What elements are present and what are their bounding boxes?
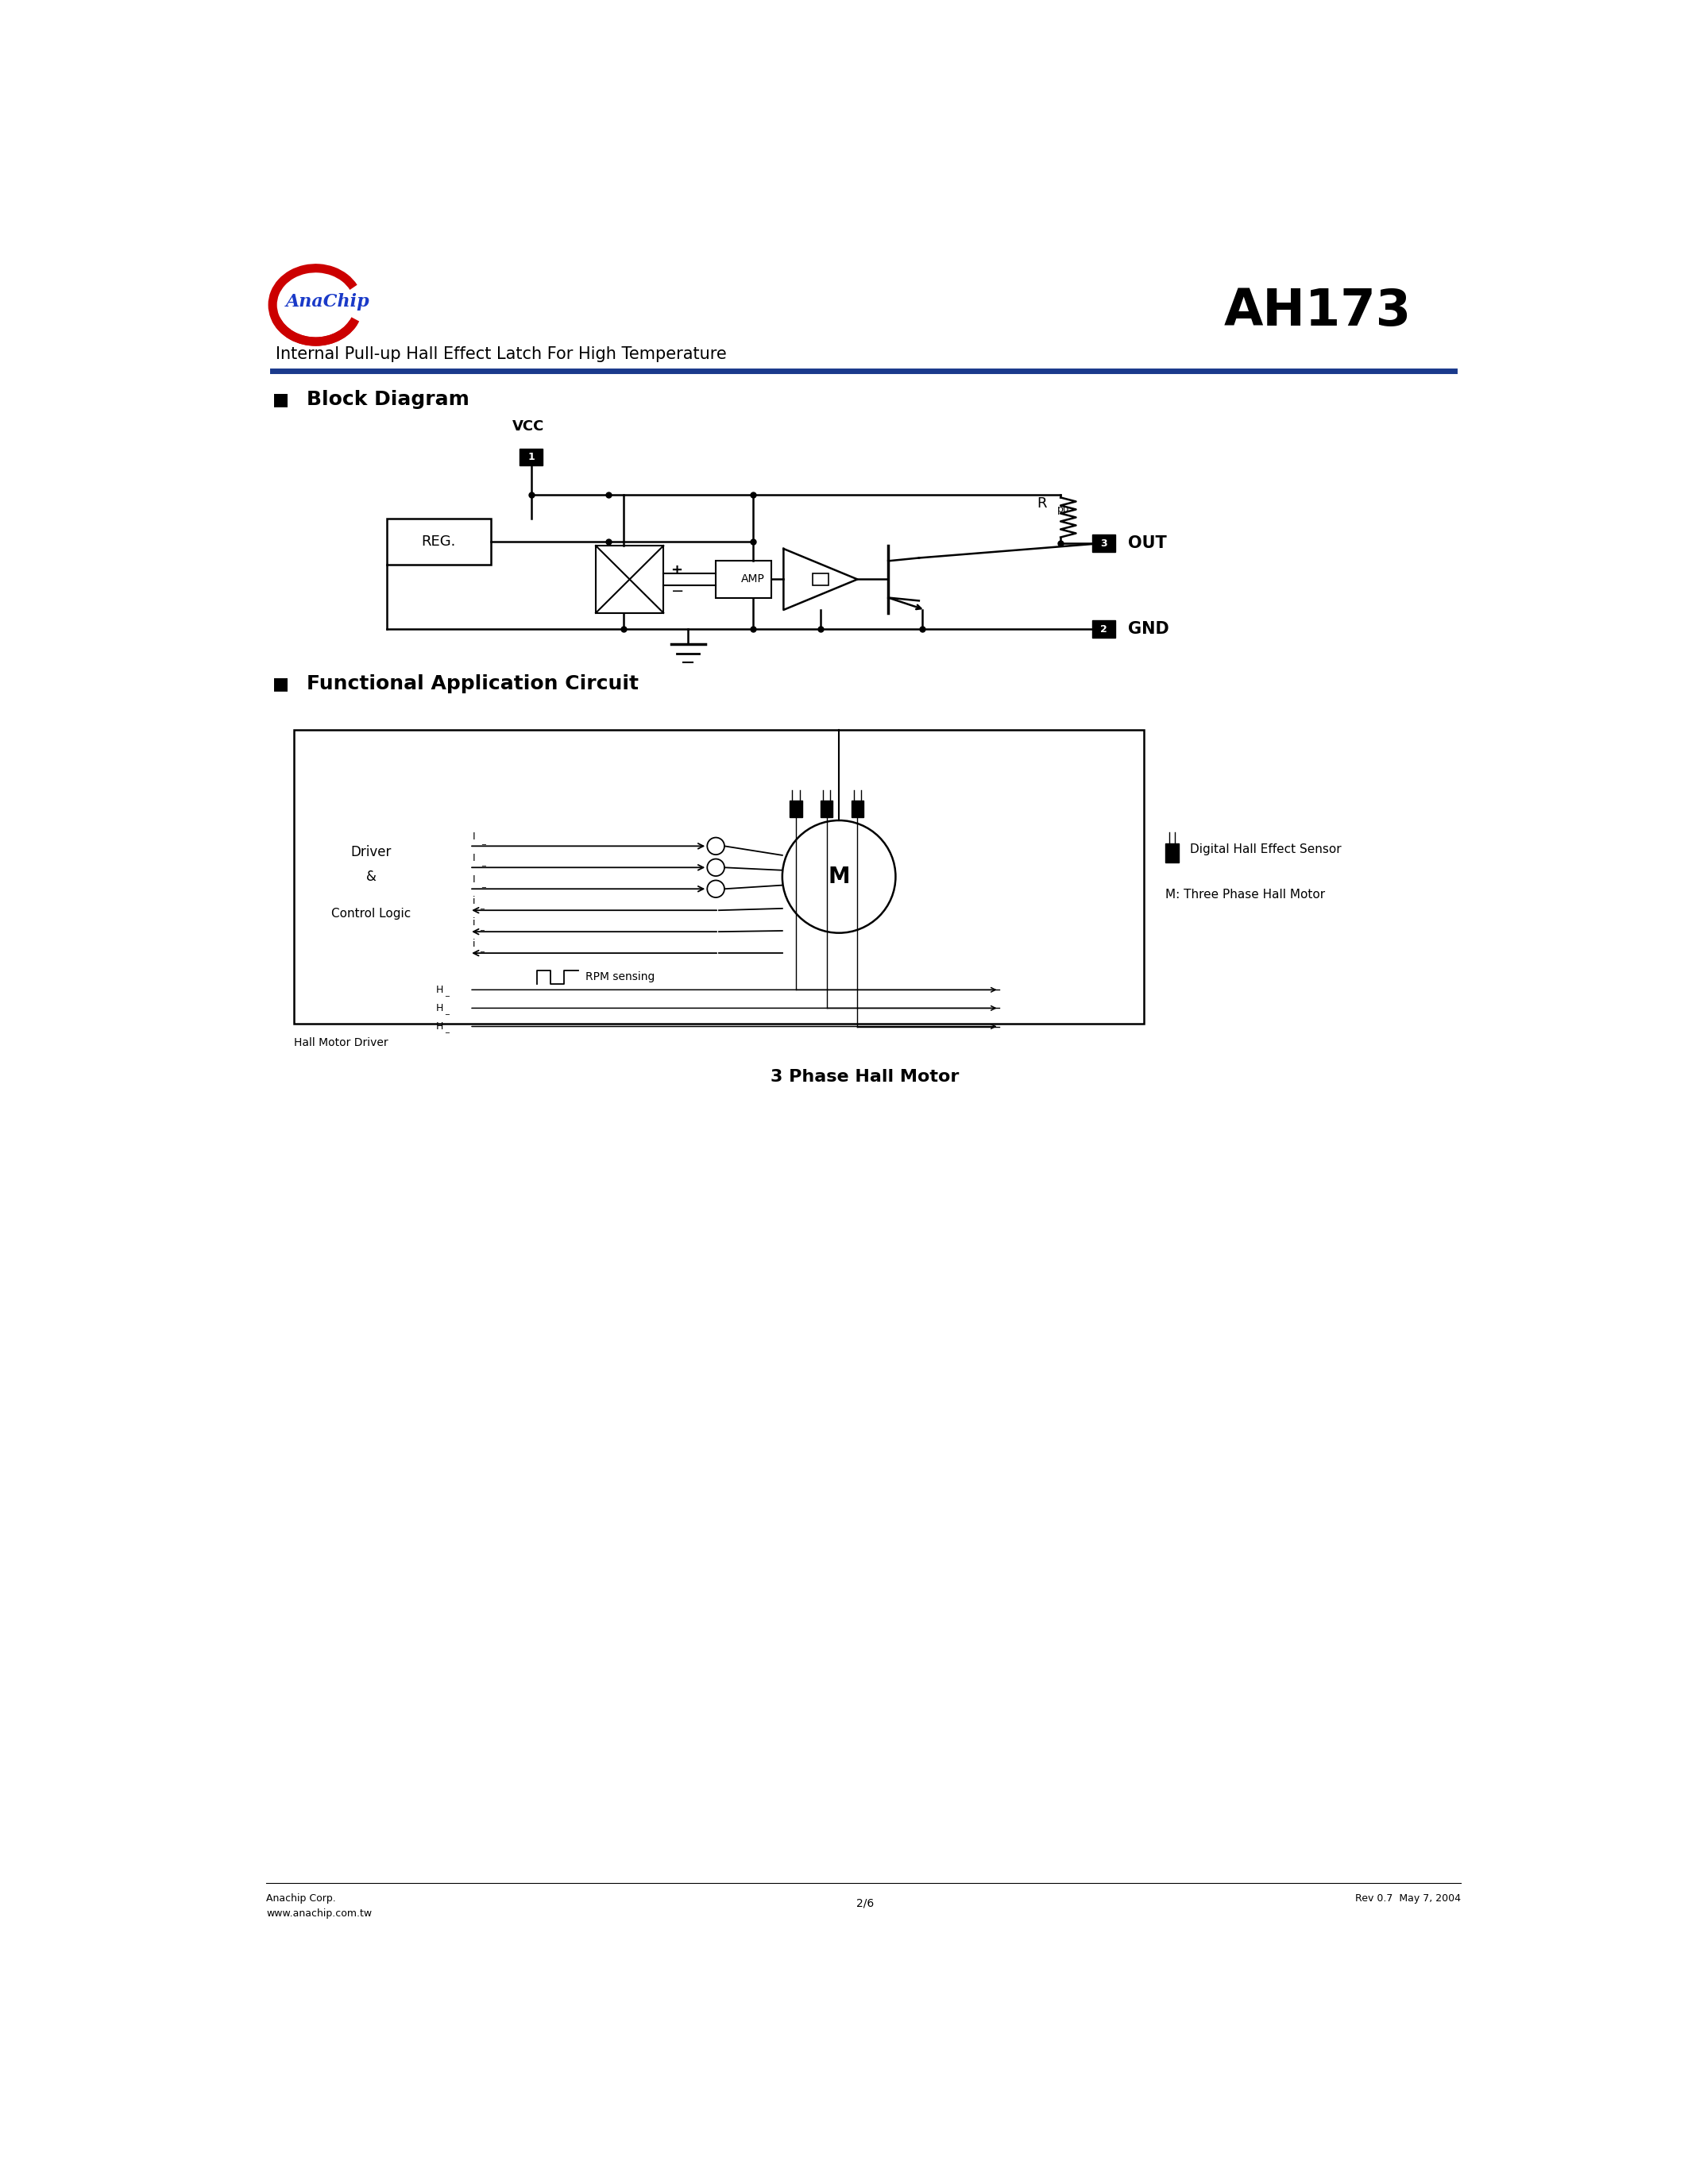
Text: H: H — [436, 985, 444, 996]
Text: H: H — [436, 1002, 444, 1013]
Text: 2: 2 — [1101, 625, 1107, 633]
Bar — [716, 561, 771, 598]
Text: OUT: OUT — [1128, 535, 1166, 550]
Text: H: H — [436, 1022, 444, 1031]
Text: _: _ — [446, 1007, 449, 1016]
Text: Anachip Corp.: Anachip Corp. — [267, 1894, 336, 1904]
Text: Hall Motor Driver: Hall Motor Driver — [294, 1037, 388, 1048]
Text: +: + — [670, 563, 682, 577]
Text: ■: ■ — [272, 391, 289, 408]
Text: AMP: AMP — [741, 574, 765, 585]
Bar — [294, 729, 1144, 1024]
Bar — [1092, 620, 1116, 638]
Text: _: _ — [481, 880, 484, 887]
Text: 3 Phase Hall Motor: 3 Phase Hall Motor — [770, 1070, 959, 1085]
Text: M: M — [827, 865, 851, 887]
Text: AnaChip: AnaChip — [285, 293, 370, 310]
Bar — [851, 799, 864, 817]
Text: I: I — [473, 854, 476, 863]
Text: i: i — [473, 895, 476, 906]
Text: i: i — [473, 917, 476, 928]
Text: I: I — [473, 832, 476, 841]
Text: _: _ — [446, 989, 449, 996]
Text: www.anachip.com.tw: www.anachip.com.tw — [267, 1909, 371, 1918]
Bar — [790, 799, 802, 817]
Circle shape — [707, 836, 724, 854]
Text: _: _ — [479, 902, 484, 911]
Bar — [387, 520, 491, 566]
Bar — [1092, 535, 1116, 553]
Bar — [820, 799, 832, 817]
Text: REG.: REG. — [422, 535, 456, 548]
Text: −: − — [670, 583, 684, 598]
Text: _: _ — [481, 836, 484, 845]
Text: 1: 1 — [528, 452, 535, 463]
Circle shape — [782, 821, 896, 933]
Text: 3: 3 — [1101, 537, 1107, 548]
Text: _: _ — [479, 943, 484, 952]
Text: ■: ■ — [272, 677, 289, 692]
Text: R: R — [1036, 496, 1047, 511]
Text: _: _ — [446, 1026, 449, 1033]
Bar — [596, 546, 663, 614]
Bar — [814, 572, 829, 585]
Text: Control Logic: Control Logic — [331, 906, 410, 919]
Circle shape — [707, 858, 724, 876]
Text: Internal Pull-up Hall Effect Latch For High Temperature: Internal Pull-up Hall Effect Latch For H… — [275, 345, 726, 363]
Text: 2/6: 2/6 — [856, 1898, 874, 1909]
Text: RPM sensing: RPM sensing — [586, 972, 655, 983]
Text: i: i — [473, 939, 476, 948]
Text: AH173: AH173 — [1224, 286, 1411, 336]
Circle shape — [707, 880, 724, 898]
Text: M: Three Phase Hall Motor: M: Three Phase Hall Motor — [1165, 889, 1325, 902]
Bar — [1165, 843, 1178, 863]
Text: &: & — [366, 869, 376, 885]
Text: Rev 0.7  May 7, 2004: Rev 0.7 May 7, 2004 — [1355, 1894, 1460, 1904]
Text: VCC: VCC — [511, 419, 544, 432]
Text: pu: pu — [1057, 505, 1070, 515]
Text: _: _ — [479, 924, 484, 930]
Text: Functional Application Circuit: Functional Application Circuit — [307, 675, 638, 695]
Bar — [520, 448, 544, 465]
Text: Block Diagram: Block Diagram — [307, 391, 469, 408]
Text: GND: GND — [1128, 620, 1170, 638]
Text: I: I — [473, 874, 476, 885]
Text: _: _ — [481, 858, 484, 867]
Text: Driver: Driver — [351, 845, 392, 858]
Text: Digital Hall Effect Sensor: Digital Hall Effect Sensor — [1190, 843, 1342, 856]
